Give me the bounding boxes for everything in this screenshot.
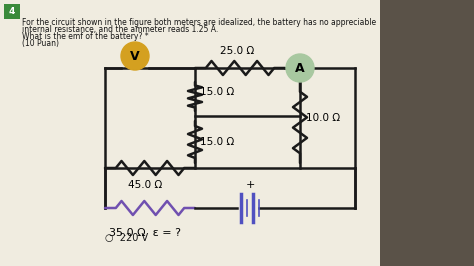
Text: What is the emf of the battery? *: What is the emf of the battery? * [22, 32, 149, 41]
Text: (10 Puan): (10 Puan) [22, 39, 59, 48]
FancyBboxPatch shape [4, 4, 20, 19]
Text: V: V [130, 49, 140, 63]
Text: +: + [246, 180, 255, 190]
Text: 4: 4 [9, 7, 15, 16]
Text: 15.0 Ω: 15.0 Ω [200, 87, 234, 97]
Circle shape [286, 54, 314, 82]
Text: For the circuit shown in the figure both meters are idealized, the battery has n: For the circuit shown in the figure both… [22, 18, 376, 27]
Text: A: A [295, 61, 305, 74]
Text: 10.0 Ω: 10.0 Ω [306, 113, 340, 123]
Bar [0, 0, 380, 266]
Text: 45.0 Ω: 45.0 Ω [128, 180, 162, 190]
Text: 15.0 Ω: 15.0 Ω [200, 137, 234, 147]
Text: 25.0 Ω: 25.0 Ω [220, 46, 255, 56]
Text: internal resistance, and the ammeter reads 1.25 A.: internal resistance, and the ammeter rea… [22, 25, 218, 34]
Circle shape [121, 42, 149, 70]
Text: 35.0 Ω  ε = ?: 35.0 Ω ε = ? [109, 228, 181, 238]
Bar [380, 0, 474, 266]
Text: ○  220 V: ○ 220 V [105, 233, 148, 243]
